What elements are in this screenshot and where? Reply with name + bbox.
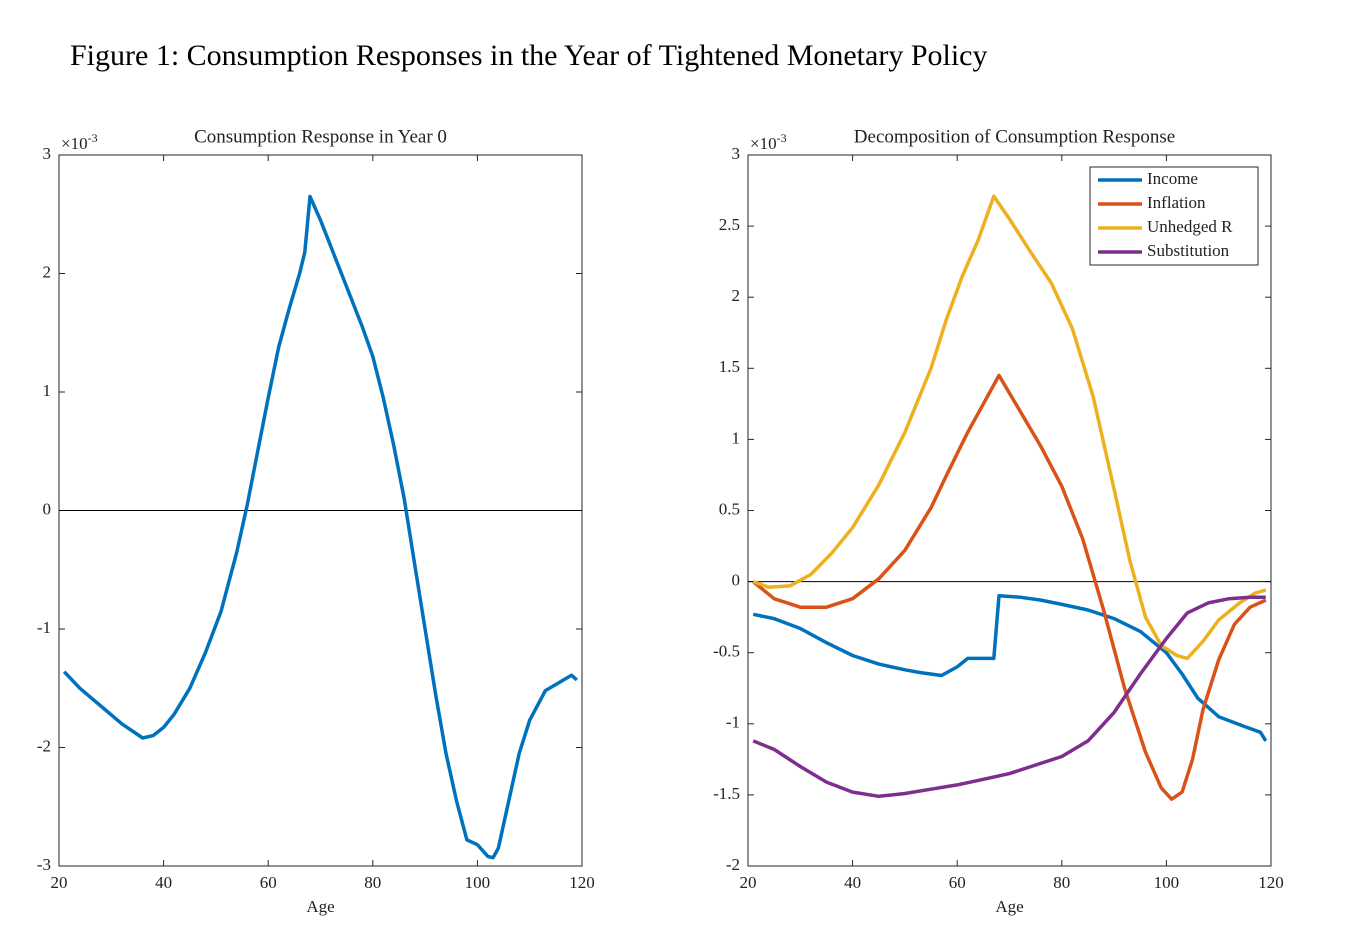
- y-tick-label: -1.5: [713, 784, 740, 803]
- y-tick-label: 3: [732, 144, 741, 163]
- x-tick-label: 40: [155, 873, 172, 892]
- y-tick-label: 2: [732, 286, 741, 305]
- x-tick-label: 80: [364, 873, 381, 892]
- y-tick-label: 2: [43, 262, 52, 281]
- y-tick-label: -3: [37, 855, 51, 874]
- y-tick-label: 3: [43, 144, 52, 163]
- y-multiplier: ×10-3: [750, 131, 787, 153]
- x-tick-label: 20: [740, 873, 757, 892]
- y-tick-label: 1.5: [719, 357, 740, 376]
- legend-label: Inflation: [1147, 193, 1206, 212]
- y-tick-label: 1: [43, 381, 52, 400]
- x-tick-label: 40: [844, 873, 861, 892]
- data-line: [752, 595, 1266, 799]
- chart-title: Decomposition of Consumption Response: [854, 126, 1175, 147]
- data-line: [752, 373, 1267, 801]
- data-line: [62, 194, 578, 860]
- y-multiplier-exponent: -3: [88, 131, 98, 145]
- y-multiplier-base: ×10: [61, 134, 88, 153]
- legend-label: Unhedged R: [1147, 217, 1233, 236]
- y-tick-label: -1: [726, 713, 740, 732]
- legend-label: Income: [1147, 169, 1198, 188]
- figure-title: Figure 1: Consumption Responses in the Y…: [70, 39, 988, 72]
- chart-title: Consumption Response in Year 0: [194, 126, 447, 147]
- data-line: [752, 594, 1268, 742]
- y-multiplier: ×10-3: [61, 131, 98, 153]
- x-tick-label: 80: [1053, 873, 1070, 892]
- data-line: [752, 194, 1267, 661]
- legend-label: Substitution: [1147, 241, 1230, 260]
- y-tick-label: 0.5: [719, 499, 740, 518]
- y-tick-label: -1: [37, 618, 51, 637]
- y-tick-label: -2: [37, 736, 51, 755]
- x-tick-label: 60: [949, 873, 966, 892]
- y-tick-label: 2.5: [719, 215, 740, 234]
- y-tick-label: -0.5: [713, 642, 740, 661]
- x-tick-label: 20: [51, 873, 68, 892]
- y-tick-label: -2: [726, 855, 740, 874]
- y-multiplier-exponent: -3: [777, 131, 787, 145]
- x-tick-label: 120: [569, 873, 595, 892]
- y-multiplier-base: ×10: [750, 134, 777, 153]
- x-tick-label: 100: [465, 873, 491, 892]
- y-tick-label: 0: [43, 499, 52, 518]
- x-tick-label: 60: [260, 873, 277, 892]
- y-tick-label: 0: [732, 571, 741, 590]
- x-axis-label: Age: [306, 897, 334, 916]
- x-tick-label: 100: [1154, 873, 1180, 892]
- x-tick-label: 120: [1258, 873, 1284, 892]
- plot-area: [747, 154, 1272, 867]
- y-tick-label: 1: [732, 428, 741, 447]
- x-axis-label: Age: [995, 897, 1023, 916]
- legend-box: [1089, 166, 1259, 266]
